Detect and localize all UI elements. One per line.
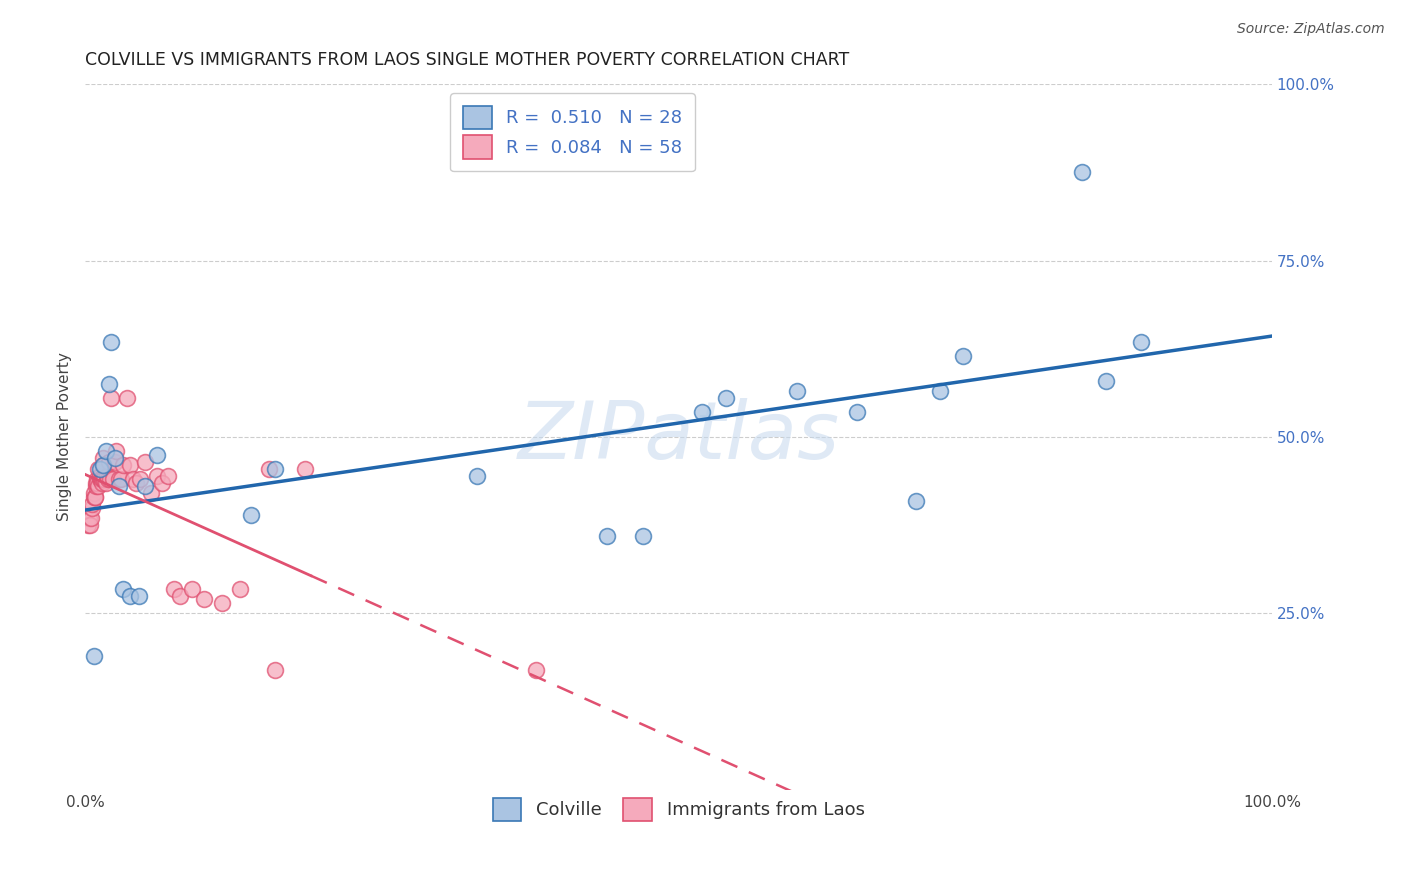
Point — [264, 462, 287, 476]
Point — [134, 479, 156, 493]
Point — [79, 518, 101, 533]
Point — [104, 455, 127, 469]
Point — [94, 444, 117, 458]
Point — [163, 582, 186, 596]
Point — [125, 475, 148, 490]
Point — [845, 405, 868, 419]
Point — [152, 475, 174, 490]
Point — [121, 472, 143, 486]
Point — [96, 468, 118, 483]
Point — [89, 472, 111, 486]
Point — [89, 468, 111, 483]
Point — [84, 475, 107, 490]
Point — [115, 391, 138, 405]
Point — [80, 511, 103, 525]
Point — [87, 462, 110, 476]
Point — [692, 405, 714, 419]
Point — [134, 455, 156, 469]
Point — [112, 458, 135, 473]
Point — [145, 468, 167, 483]
Point — [84, 479, 107, 493]
Point — [145, 448, 167, 462]
Point — [465, 468, 488, 483]
Point — [86, 472, 108, 486]
Point — [83, 648, 105, 663]
Point — [91, 472, 114, 486]
Point — [86, 475, 108, 490]
Point — [97, 472, 120, 486]
Point — [91, 451, 114, 466]
Point — [112, 582, 135, 596]
Point — [120, 458, 142, 473]
Point — [83, 490, 105, 504]
Point — [1130, 334, 1153, 349]
Point — [1071, 165, 1094, 179]
Point — [83, 490, 105, 504]
Point — [83, 486, 105, 500]
Point — [294, 462, 316, 476]
Point — [89, 462, 111, 476]
Point — [76, 518, 98, 533]
Point — [228, 582, 250, 596]
Point — [91, 458, 114, 473]
Text: COLVILLE VS IMMIGRANTS FROM LAOS SINGLE MOTHER POVERTY CORRELATION CHART: COLVILLE VS IMMIGRANTS FROM LAOS SINGLE … — [86, 51, 849, 69]
Point — [129, 472, 152, 486]
Point — [786, 384, 808, 399]
Point — [107, 479, 129, 493]
Point — [157, 468, 180, 483]
Point — [104, 451, 127, 466]
Point — [100, 391, 122, 405]
Point — [596, 529, 619, 543]
Point — [259, 462, 281, 476]
Point — [107, 472, 129, 486]
Point — [90, 472, 112, 486]
Point — [264, 663, 287, 677]
Point — [928, 384, 950, 399]
Point — [101, 472, 124, 486]
Legend: Colville, Immigrants from Laos: Colville, Immigrants from Laos — [479, 785, 877, 834]
Point — [714, 391, 737, 405]
Point — [94, 475, 117, 490]
Point — [93, 472, 115, 486]
Point — [93, 458, 115, 473]
Point — [98, 472, 121, 486]
Point — [1094, 374, 1116, 388]
Point — [240, 508, 263, 522]
Point — [90, 472, 112, 486]
Point — [100, 334, 122, 349]
Point — [110, 472, 132, 486]
Point — [120, 589, 142, 603]
Point — [193, 592, 215, 607]
Point — [128, 589, 150, 603]
Point — [139, 486, 162, 500]
Point — [82, 497, 104, 511]
Point — [211, 596, 233, 610]
Point — [91, 472, 114, 486]
Point — [83, 490, 105, 504]
Point — [98, 455, 121, 469]
Y-axis label: Single Mother Poverty: Single Mother Poverty — [58, 352, 72, 522]
Point — [631, 529, 654, 543]
Text: Source: ZipAtlas.com: Source: ZipAtlas.com — [1237, 22, 1385, 37]
Point — [952, 349, 974, 363]
Point — [91, 475, 114, 490]
Point — [524, 663, 547, 677]
Text: ZIPatlas: ZIPatlas — [517, 398, 839, 476]
Point — [82, 500, 104, 515]
Point — [169, 589, 191, 603]
Point — [904, 493, 927, 508]
Point — [181, 582, 204, 596]
Point — [77, 511, 100, 525]
Point — [98, 377, 121, 392]
Point — [105, 444, 128, 458]
Point — [87, 479, 110, 493]
